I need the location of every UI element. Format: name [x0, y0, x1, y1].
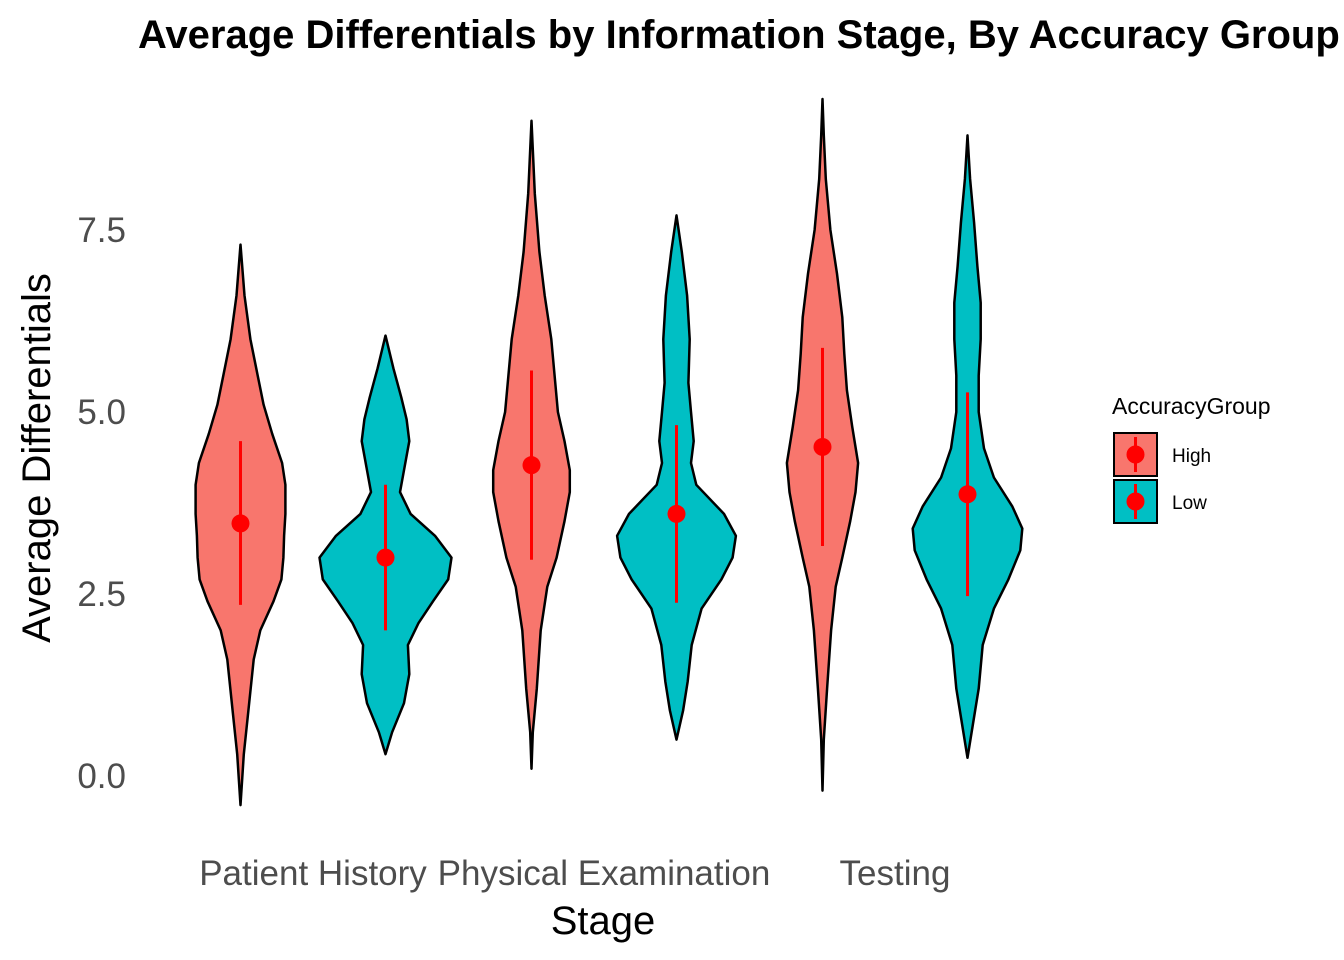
legend: AccuracyGroup High Low: [1112, 393, 1271, 524]
legend-key-point: [1126, 445, 1145, 464]
x-tick-label: Physical Examination: [438, 854, 771, 893]
legend-key-point: [1126, 492, 1145, 511]
mean-point-low-patient-history: [376, 548, 395, 567]
y-tick-label: 5.0: [77, 393, 126, 432]
mean-point-high-testing: [813, 437, 832, 456]
x-tick-label: Testing: [840, 854, 951, 893]
chart-title: Average Differentials by Information Sta…: [138, 13, 1340, 57]
plot-area: [194, 97, 1024, 807]
mean-point-high-patient-history: [231, 514, 250, 533]
y-axis-title: Average Differentials: [15, 273, 59, 643]
x-tick-label: Patient History: [199, 854, 427, 893]
mean-point-high-physical-examination: [522, 456, 541, 475]
mean-point-low-physical-examination: [667, 504, 686, 523]
mean-point-low-testing: [958, 485, 977, 504]
x-axis-title: Stage: [551, 899, 656, 943]
y-tick-label: 0.0: [77, 757, 126, 796]
legend-label-low: Low: [1172, 493, 1207, 514]
y-axis-ticks: 0.0 2.5 5.0 7.5: [77, 211, 126, 796]
x-axis-ticks: Patient History Physical Examination Testi…: [199, 854, 950, 893]
legend-label-high: High: [1172, 446, 1211, 467]
y-tick-label: 2.5: [77, 575, 126, 614]
y-tick-label: 7.5: [77, 211, 126, 250]
legend-title: AccuracyGroup: [1112, 393, 1271, 419]
